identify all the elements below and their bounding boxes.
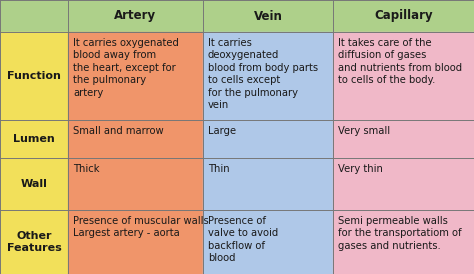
Bar	[0, 32, 68, 120]
Bar	[0, 210, 68, 274]
Text: Very small: Very small	[338, 126, 390, 136]
Bar	[68, 120, 203, 158]
Text: Presence of
valve to avoid
backflow of
blood: Presence of valve to avoid backflow of b…	[208, 216, 278, 263]
Bar	[68, 158, 203, 210]
Bar	[333, 158, 474, 210]
Text: Artery: Artery	[114, 10, 156, 22]
Text: It carries oxygenated
blood away from
the heart, except for
the pulmonary
artery: It carries oxygenated blood away from th…	[73, 38, 179, 98]
Text: Thick: Thick	[73, 164, 100, 174]
Text: It carries
deoxygenated
blood from body parts
to cells except
for the pulmonary
: It carries deoxygenated blood from body …	[208, 38, 318, 110]
Text: Capillary: Capillary	[374, 10, 433, 22]
Text: Function: Function	[7, 71, 61, 81]
Text: Lumen: Lumen	[13, 134, 55, 144]
Bar	[333, 120, 474, 158]
Bar	[0, 158, 68, 210]
Bar	[203, 210, 333, 274]
Text: Other
Features: Other Features	[7, 231, 61, 253]
Bar	[203, 120, 333, 158]
Text: Wall: Wall	[20, 179, 47, 189]
Bar	[333, 210, 474, 274]
Text: Very thin: Very thin	[338, 164, 383, 174]
Text: Presence of muscular walls
Largest artery - aorta: Presence of muscular walls Largest arter…	[73, 216, 209, 238]
Text: Semi permeable walls
for the transportatiom of
gases and nutrients.: Semi permeable walls for the transportat…	[338, 216, 462, 251]
Text: Small and marrow: Small and marrow	[73, 126, 164, 136]
Bar	[0, 0, 474, 32]
Text: Vein: Vein	[254, 10, 283, 22]
Text: Thin: Thin	[208, 164, 229, 174]
Bar	[68, 32, 203, 120]
Text: Large: Large	[208, 126, 236, 136]
Bar	[333, 32, 474, 120]
Bar	[203, 32, 333, 120]
Bar	[68, 210, 203, 274]
Text: It takes care of the
diffusion of gases
and nutrients from blood
to cells of the: It takes care of the diffusion of gases …	[338, 38, 462, 85]
Bar	[0, 120, 68, 158]
Bar	[203, 158, 333, 210]
